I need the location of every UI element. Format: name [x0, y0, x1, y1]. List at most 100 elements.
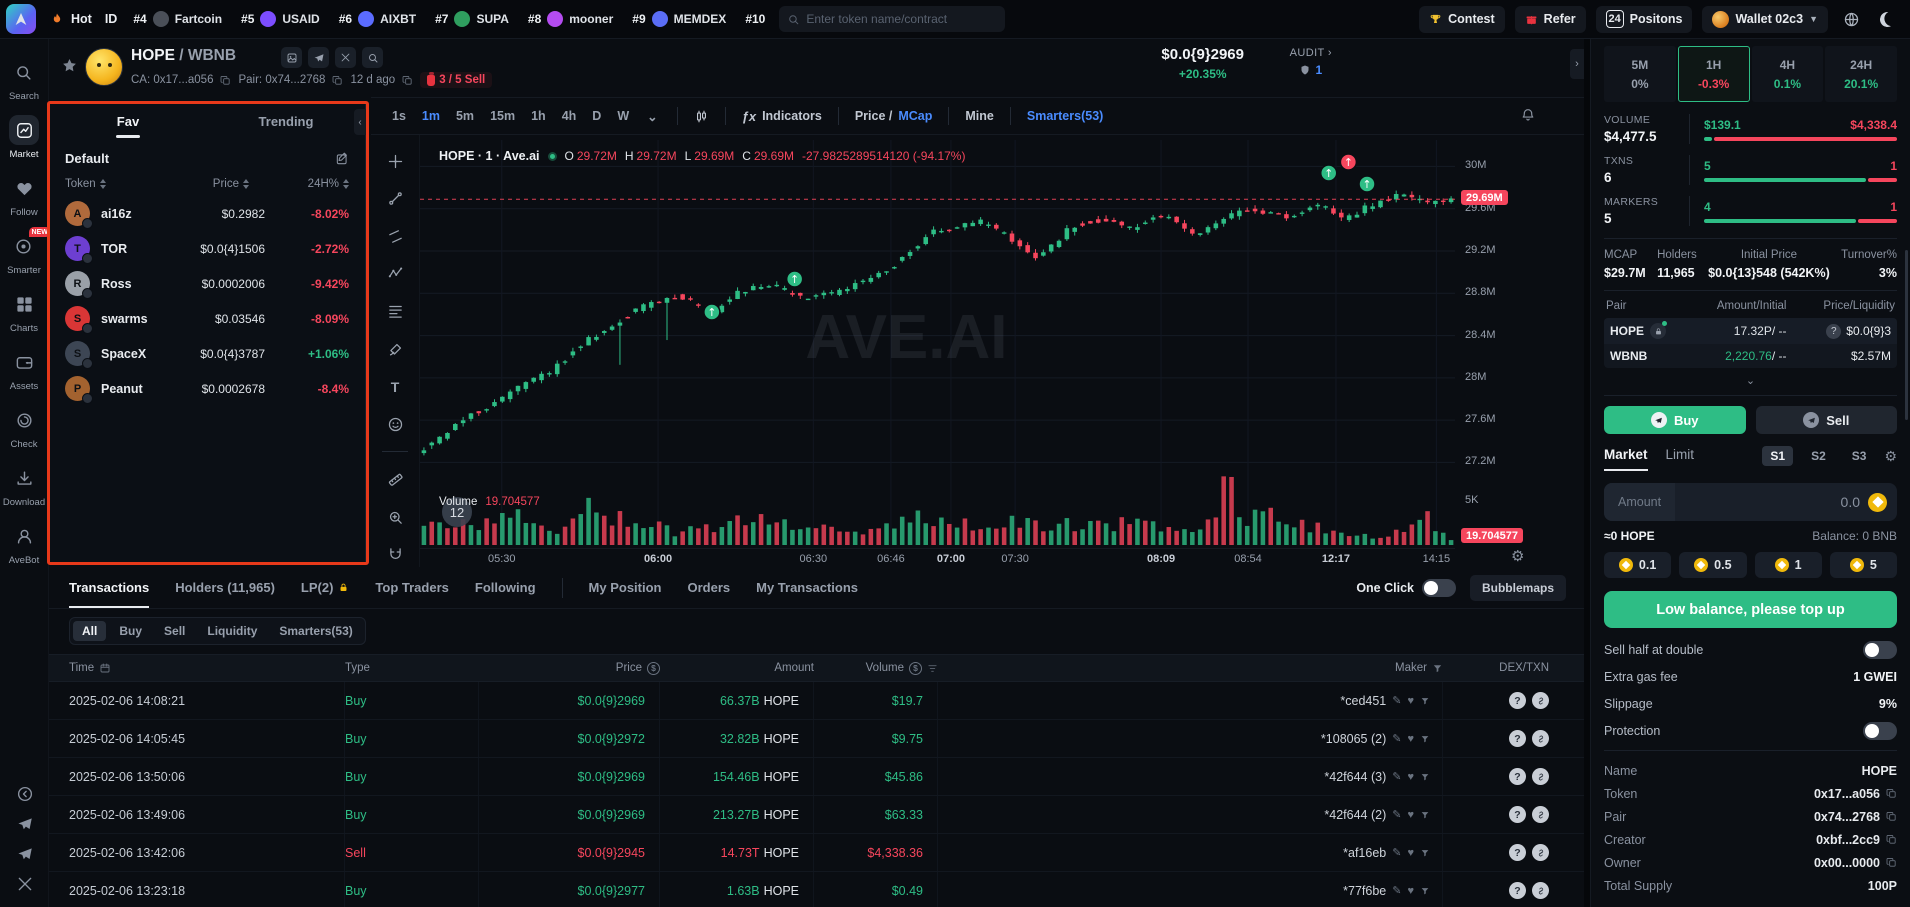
col-volume[interactable]: Volume $	[814, 661, 938, 675]
follow-heart-icon[interactable]: ♥	[1407, 846, 1414, 859]
trade-marker-sell[interactable]: ↑	[1339, 153, 1358, 171]
pair-address[interactable]: Pair: 0x74...2768	[238, 74, 326, 86]
time-axis[interactable]: 05:30 06:00 06:30 06:46 07:00 07:30 08:09 08:54…	[420, 548, 1455, 567]
filter-maker-icon[interactable]	[1420, 696, 1430, 706]
dex-info-icon[interactable]: ?	[1509, 844, 1526, 861]
watchlist-row[interactable]: P Peanut $0.0002678 -8.4%	[49, 371, 365, 406]
quick-amount-1[interactable]: 1	[1754, 552, 1822, 578]
link-icon[interactable]	[1536, 734, 1546, 744]
filter-smarters-53-[interactable]: Smarters(53)	[279, 624, 353, 638]
trade-marker-buy[interactable]: ↑	[785, 270, 804, 288]
website-icon[interactable]	[281, 47, 302, 68]
col-24h-change[interactable]: 24H%	[249, 178, 349, 190]
edit-note-icon[interactable]: ✎	[1392, 809, 1402, 821]
telegram-icon[interactable]	[308, 47, 329, 68]
edit-list-icon[interactable]	[335, 152, 349, 166]
sidebar-item-download[interactable]: Download	[3, 463, 45, 508]
theme-moon-button[interactable]	[1874, 6, 1900, 32]
tool-channel-icon[interactable]	[382, 224, 408, 249]
candle-style-button[interactable]	[690, 109, 713, 124]
quick-amount-0.5[interactable]: 0.5	[1679, 552, 1747, 578]
col-amount[interactable]: Amount	[774, 662, 814, 674]
tab-market[interactable]: Market	[1604, 447, 1648, 471]
txn-link-icon[interactable]	[1532, 730, 1549, 747]
stat-timeframe-24h[interactable]: 24H 20.1%	[1825, 46, 1897, 102]
strategy-s3[interactable]: S3	[1851, 449, 1867, 463]
tool-trendline-icon[interactable]	[382, 187, 408, 212]
hot-rank-header[interactable]: Hot ID	[50, 12, 117, 26]
chart-settings-gear-icon[interactable]: ⚙	[1511, 548, 1525, 565]
sidebar-item-assets[interactable]: Assets	[9, 347, 39, 392]
sell-button[interactable]: Sell	[1755, 406, 1897, 434]
price-mcap-toggle[interactable]: Price / MCap	[854, 109, 933, 123]
search-token-icon[interactable]	[362, 47, 383, 68]
search-input[interactable]	[806, 12, 998, 26]
col-price[interactable]: Price $	[479, 661, 660, 675]
copy-icon[interactable]	[1886, 834, 1897, 845]
telegram-icon[interactable]	[16, 815, 34, 833]
amount-field[interactable]: Amount	[1604, 483, 1897, 521]
copy-icon[interactable]	[1886, 811, 1897, 822]
copy-icon[interactable]	[1886, 834, 1897, 845]
one-click-toggle[interactable]	[1421, 578, 1456, 597]
col-time[interactable]: Time	[69, 662, 345, 674]
language-globe-button[interactable]	[1838, 6, 1864, 32]
tool-brush-icon[interactable]	[382, 337, 408, 362]
link-icon[interactable]	[1536, 886, 1546, 896]
tool-emoji-icon[interactable]	[382, 412, 408, 437]
transaction-row[interactable]: 2025-02-06 13:23:18 Buy $0.0{9}2977 1.63B HO…	[49, 872, 1584, 907]
toggle-switch[interactable]	[1863, 640, 1897, 659]
hot-token-item[interactable]: #6 AIXBT	[339, 11, 416, 27]
col-type[interactable]: Type	[345, 662, 370, 674]
timeframe-5m[interactable]: 5m	[455, 109, 475, 123]
hot-token-item[interactable]: #8 mooner	[528, 11, 613, 27]
tab-trending[interactable]: Trending	[258, 113, 314, 129]
expand-pair-chevron[interactable]: ⌄	[1604, 368, 1897, 396]
sidebar-item-charts[interactable]: Charts	[9, 289, 39, 334]
hot-token-item[interactable]: #5 USAID	[241, 11, 320, 27]
copy-icon[interactable]	[220, 75, 231, 86]
txn-link-icon[interactable]	[1532, 844, 1549, 861]
toggle-switch[interactable]	[1863, 721, 1897, 740]
transaction-row[interactable]: 2025-02-06 13:50:06 Buy $0.0{9}2969 154.46B…	[49, 758, 1584, 796]
timeframe-15m[interactable]: 15m	[490, 109, 516, 123]
tab-lp-2-[interactable]: LP(2)	[301, 567, 350, 608]
hot-token-item[interactable]: #7 SUPA	[435, 11, 509, 27]
timeframe-4h[interactable]: 4h	[561, 109, 577, 123]
dex-info-icon[interactable]: ?	[1509, 692, 1526, 709]
tool-ruler-icon[interactable]	[382, 467, 408, 492]
tool-pattern-icon[interactable]	[382, 262, 408, 287]
scrollbar[interactable]	[1905, 250, 1908, 420]
transaction-row[interactable]: 2025-02-06 13:42:06 Sell $0.0{9}2945 14.73T…	[49, 834, 1584, 872]
hot-token-item[interactable]: #4 Fartcoin	[133, 11, 222, 27]
copy-icon[interactable]	[402, 75, 413, 86]
pair-row-base[interactable]: HOPE 17.32P/ -- ? $0.0{9}3	[1604, 318, 1897, 344]
sidebar-item-follow[interactable]: Follow	[9, 173, 39, 218]
tab-holders-11-965-[interactable]: Holders (11,965)	[175, 580, 275, 595]
strategy-s1[interactable]: S1	[1762, 446, 1794, 466]
timeframe-more-chevron[interactable]: ⌄	[647, 109, 658, 124]
pair-row-quote[interactable]: WBNB 2,220.76/ -- $2.57M	[1610, 349, 1891, 363]
filter-all[interactable]: All	[73, 621, 107, 641]
filter-maker-icon[interactable]	[1420, 772, 1430, 782]
tab-fav[interactable]: Fav	[49, 114, 207, 129]
follow-heart-icon[interactable]: ♥	[1407, 808, 1414, 821]
tool-magnet-icon[interactable]	[382, 542, 408, 567]
col-token[interactable]: Token	[65, 178, 157, 190]
edit-note-icon[interactable]: ✎	[1392, 771, 1402, 783]
sidebar-item-smarter[interactable]: Smarter NEW	[7, 227, 51, 276]
transaction-row[interactable]: 2025-02-06 14:08:21 Buy $0.0{9}2969 66.37B H…	[49, 682, 1584, 720]
collapse-right-panel-chevron[interactable]: ›	[1570, 49, 1584, 79]
copy-icon[interactable]	[1886, 788, 1897, 799]
sidebar-item-search[interactable]: Search	[9, 57, 39, 102]
edit-note-icon[interactable]: ✎	[1392, 847, 1402, 859]
smarters-toggle[interactable]: Smarters(53)	[1026, 109, 1104, 123]
token-search-box[interactable]	[779, 6, 1006, 32]
tab-transactions[interactable]: Transactions	[69, 567, 150, 608]
dex-info-icon[interactable]: ?	[1509, 730, 1526, 747]
top-up-button[interactable]: Low balance, please top up	[1604, 591, 1897, 628]
tab-my-transactions[interactable]: My Transactions	[756, 580, 858, 595]
tool-zoom-in-icon[interactable]	[382, 505, 408, 530]
filter-maker-icon[interactable]	[1420, 734, 1430, 744]
txn-link-icon[interactable]	[1532, 768, 1549, 785]
